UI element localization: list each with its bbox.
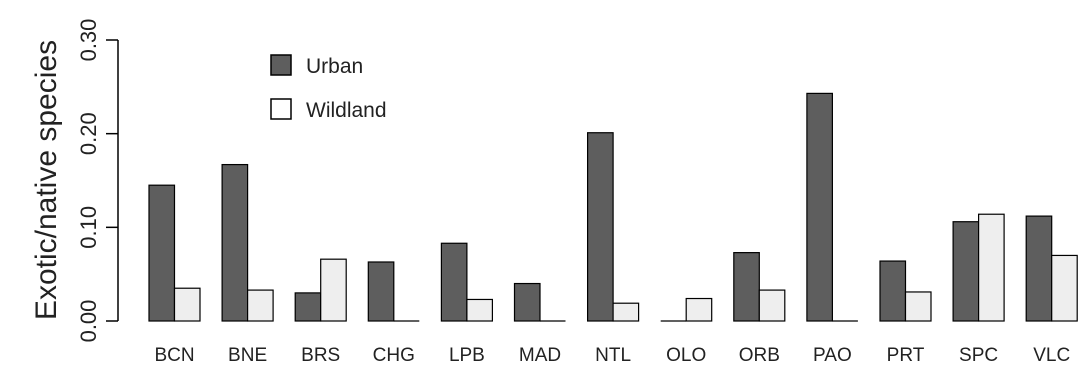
y-tick-label: 0.00 bbox=[76, 300, 101, 343]
x-tick-label-vlc: VLC bbox=[1033, 345, 1070, 366]
x-tick-label-lpb: LPB bbox=[449, 345, 485, 366]
x-tick-label-prt: PRT bbox=[887, 345, 925, 366]
bar-urban-orb bbox=[733, 252, 760, 322]
bar-wildland-vlc bbox=[1051, 254, 1078, 322]
bar-urban-brs bbox=[294, 292, 322, 322]
y-axis-label: Exotic/native species bbox=[30, 40, 63, 320]
legend-swatch-urban bbox=[270, 54, 292, 76]
x-tick-label-bne: BNE bbox=[228, 345, 267, 366]
x-tick-label-chg: CHG bbox=[373, 345, 415, 366]
bar-urban-spc bbox=[952, 221, 980, 322]
x-tick-label-orb: ORB bbox=[739, 345, 780, 366]
legend: Urban Wildland bbox=[270, 54, 387, 122]
bar-wildland-brs bbox=[320, 258, 347, 322]
bar-wildland-ntl bbox=[612, 302, 640, 322]
x-tick-label-bcn: BCN bbox=[154, 345, 194, 366]
bar-urban-ntl bbox=[586, 132, 614, 322]
bar-wildland-spc bbox=[977, 213, 1005, 322]
y-tick-label: 0.30 bbox=[76, 19, 101, 62]
legend-label-wildland: Wildland bbox=[306, 99, 387, 122]
bar-wildland-orb bbox=[758, 289, 786, 322]
y-tick-label: 0.20 bbox=[76, 112, 101, 155]
legend-label-urban: Urban bbox=[306, 55, 363, 78]
y-axis: 0.00 0.10 0.20 0.30 bbox=[76, 19, 119, 343]
bars bbox=[148, 92, 1078, 322]
x-tick-label-brs: BRS bbox=[301, 345, 340, 366]
bar-urban-chg bbox=[367, 261, 395, 322]
x-tick-label-olo: OLO bbox=[666, 345, 706, 366]
bar-urban-mad bbox=[513, 282, 541, 322]
bar-wildland-bcn bbox=[173, 287, 201, 322]
x-tick-label-pao: PAO bbox=[813, 345, 852, 366]
bar-urban-pao bbox=[806, 92, 834, 322]
y-tick-label: 0.10 bbox=[76, 206, 101, 249]
x-tick-label-spc: SPC bbox=[959, 345, 998, 366]
bar-urban-bcn bbox=[148, 184, 176, 322]
bar-wildland-lpb bbox=[466, 298, 493, 322]
bar-urban-bne bbox=[221, 163, 249, 322]
x-axis-labels: BCN BNE BRS CHG LPB MAD NTL OLO ORB PAO PRT SPC VLC bbox=[154, 345, 1070, 366]
x-tick-label-mad: MAD bbox=[519, 345, 561, 366]
bar-urban-lpb bbox=[440, 242, 468, 322]
x-tick-label-ntl: NTL bbox=[595, 345, 631, 366]
bar-wildland-bne bbox=[247, 289, 274, 322]
bar-urban-vlc bbox=[1025, 215, 1053, 322]
legend-swatch-wildland bbox=[270, 98, 292, 120]
bar-wildland-prt bbox=[904, 291, 932, 322]
bar-wildland-olo bbox=[685, 297, 713, 322]
bar-urban-prt bbox=[879, 260, 907, 322]
